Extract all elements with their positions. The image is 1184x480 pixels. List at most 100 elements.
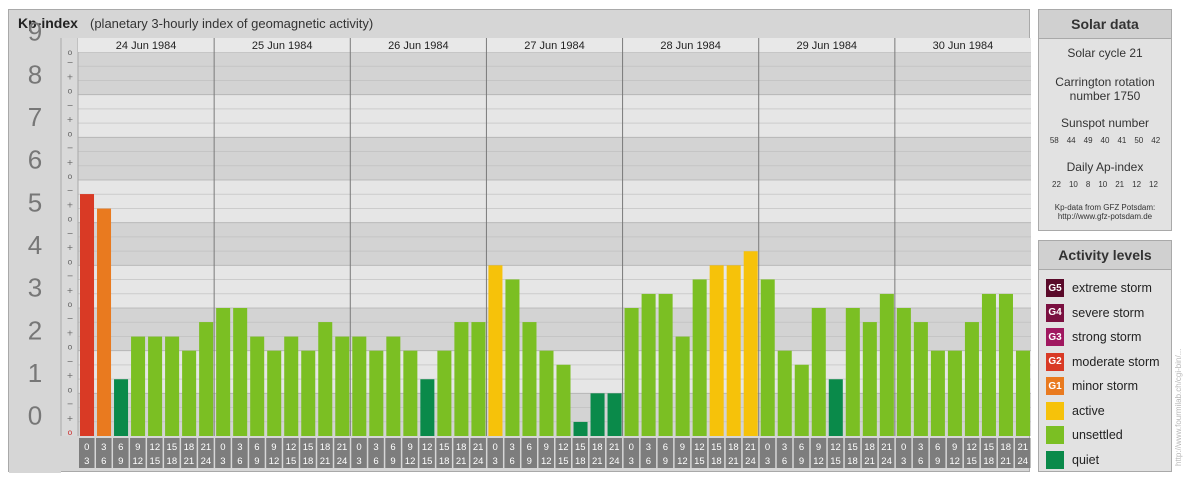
interval-end-label: 9 (935, 456, 940, 467)
interval-cell (810, 438, 827, 468)
legend-label: quiet (1072, 452, 1100, 467)
legend-label: minor storm (1072, 379, 1138, 394)
interval-cell (861, 438, 878, 468)
interval-end-label: 12 (269, 456, 280, 467)
data-source-link[interactable]: http://www.gfz-potsdam.de (1057, 212, 1153, 221)
kp-bar (131, 336, 146, 436)
kp-bar (488, 265, 503, 436)
interval-cell (912, 438, 929, 468)
y-subtick-label: − (67, 229, 74, 238)
interval-start-label: 15 (847, 442, 858, 453)
interval-cell (691, 438, 708, 468)
interval-cell (1014, 438, 1031, 468)
kp-band (9, 180, 1031, 223)
interval-cell (96, 438, 112, 468)
legend-item: G3 strong storm (1046, 325, 1171, 350)
interval-start-label: 0 (220, 442, 225, 453)
kp-bar (896, 308, 911, 436)
interval-cell (589, 438, 606, 468)
interval-end-label: 18 (983, 456, 994, 467)
kp-bar (284, 336, 299, 436)
legend-swatch-g4: G4 (1046, 303, 1064, 322)
kp-bar (165, 336, 180, 436)
interval-end-label: 21 (592, 456, 603, 467)
kp-bar (845, 308, 860, 436)
interval-cell (963, 438, 980, 468)
interval-cell (198, 438, 214, 468)
interval-cell (759, 438, 776, 468)
interval-start-label: 0 (629, 442, 634, 453)
interval-end-label: 24 (473, 456, 484, 467)
interval-end-label: 15 (422, 456, 433, 467)
interval-start-label: 3 (918, 442, 923, 453)
interval-end-label: 9 (118, 456, 123, 467)
kp-bar (250, 336, 265, 436)
sunspot-value: 40 (1100, 136, 1110, 145)
sunspot-value: 58 (1049, 136, 1059, 145)
interval-start-label: 3 (373, 442, 378, 453)
day-label: 30 Jun 1984 (933, 40, 994, 52)
y-subtick-label: + (67, 328, 74, 337)
interval-start-label: 9 (680, 442, 685, 453)
interval-start-label: 12 (150, 442, 161, 453)
kp-bar (539, 350, 554, 436)
interval-end-label: 24 (881, 456, 892, 467)
interval-end-label: 15 (694, 456, 705, 467)
kp-bar (301, 350, 316, 436)
watermark-url: http://www.fourmilab.ch/cgi-bin/... (1174, 348, 1183, 466)
y-tick-label: 9 (28, 17, 42, 47)
kp-bar (369, 350, 384, 436)
ap-value: 21 (1115, 180, 1125, 189)
y-subtick-label: − (67, 357, 74, 366)
interval-end-label: 3 (356, 456, 361, 467)
interval-end-label: 24 (609, 456, 620, 467)
kp-bar (556, 364, 571, 436)
y-tick-label: 0 (28, 401, 42, 431)
interval-cell (606, 438, 623, 468)
y-subtick-label: + (67, 72, 74, 81)
y-tick-label: 6 (28, 145, 42, 175)
legend-swatch-g3: G3 (1046, 328, 1064, 347)
interval-start-label: 9 (952, 442, 957, 453)
interval-start-label: 15 (167, 442, 178, 453)
activity-levels-title: Activity levels (1039, 241, 1171, 270)
interval-cell (164, 438, 180, 468)
kp-bar (709, 265, 724, 436)
interval-cell (79, 438, 95, 468)
interval-start-label: 21 (1017, 442, 1028, 453)
kp-bar (318, 322, 333, 436)
interval-end-label: 12 (813, 456, 824, 467)
y-tick-label: 8 (28, 59, 42, 89)
interval-end-label: 3 (901, 456, 906, 467)
legend-swatch-quiet (1046, 450, 1064, 469)
kp-bar (641, 293, 656, 436)
interval-start-label: 12 (966, 442, 977, 453)
interval-cell (436, 438, 452, 468)
interval-start-label: 3 (510, 442, 515, 453)
kp-bar (862, 322, 877, 436)
y-tick-label: 1 (28, 358, 42, 388)
kp-band (9, 52, 1031, 95)
y-subtick-label: o (68, 300, 73, 309)
interval-end-label: 3 (220, 456, 225, 467)
interval-cell (130, 438, 146, 468)
interval-start-label: 18 (864, 442, 875, 453)
kp-bar (216, 308, 231, 436)
legend-item: G5 extreme storm (1046, 276, 1171, 301)
interval-cell (402, 438, 418, 468)
interval-start-label: 9 (544, 442, 549, 453)
y-tick-label: 2 (28, 315, 42, 345)
kp-bar (794, 364, 809, 436)
kp-bar (998, 293, 1013, 436)
interval-end-label: 21 (320, 456, 331, 467)
interval-start-label: 21 (609, 442, 620, 453)
interval-cell (946, 438, 963, 468)
interval-end-label: 6 (918, 456, 923, 467)
kp-bar (505, 279, 520, 436)
interval-start-label: 15 (303, 442, 314, 453)
y-subtick-label: o (68, 87, 73, 96)
interval-start-label: 18 (728, 442, 739, 453)
y-tick-label: 7 (28, 102, 42, 132)
legend-swatch-g5: G5 (1046, 279, 1064, 298)
kp-bar (573, 421, 588, 436)
